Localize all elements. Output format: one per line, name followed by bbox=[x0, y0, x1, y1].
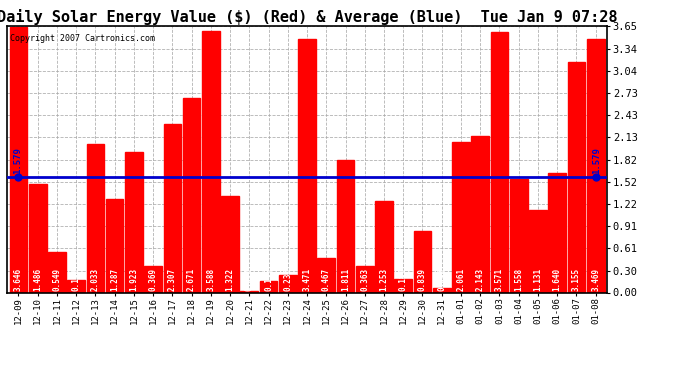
Bar bbox=[202, 31, 219, 292]
Text: 1.287: 1.287 bbox=[110, 268, 119, 291]
Text: 1.322: 1.322 bbox=[226, 268, 235, 291]
Bar bbox=[48, 252, 66, 292]
Bar bbox=[529, 210, 546, 292]
Bar bbox=[183, 98, 201, 292]
Text: 1.558: 1.558 bbox=[514, 268, 523, 291]
Text: 0.155: 0.155 bbox=[264, 268, 273, 291]
Text: 0.168: 0.168 bbox=[72, 268, 81, 291]
Bar bbox=[29, 184, 46, 292]
Text: 1.131: 1.131 bbox=[533, 268, 542, 291]
Bar bbox=[68, 280, 85, 292]
Bar bbox=[413, 231, 431, 292]
Text: 0.467: 0.467 bbox=[322, 268, 331, 291]
Title: Daily Solar Energy Value ($) (Red) & Average (Blue)  Tue Jan 9 07:28: Daily Solar Energy Value ($) (Red) & Ave… bbox=[0, 9, 618, 25]
Bar bbox=[317, 258, 335, 292]
Text: 3.469: 3.469 bbox=[591, 268, 600, 291]
Text: 1.923: 1.923 bbox=[130, 268, 139, 291]
Bar bbox=[86, 144, 104, 292]
Text: 3.471: 3.471 bbox=[302, 268, 312, 291]
Text: 2.143: 2.143 bbox=[475, 268, 484, 291]
Text: 2.061: 2.061 bbox=[457, 268, 466, 291]
Text: 3.588: 3.588 bbox=[206, 268, 215, 291]
Text: 0.363: 0.363 bbox=[360, 268, 369, 291]
Bar bbox=[10, 27, 28, 292]
Text: 2.671: 2.671 bbox=[187, 268, 196, 291]
Text: 1.640: 1.640 bbox=[553, 268, 562, 291]
Bar bbox=[259, 281, 277, 292]
Bar bbox=[433, 288, 451, 292]
Bar bbox=[586, 39, 604, 292]
Text: 0.026: 0.026 bbox=[245, 268, 254, 291]
Bar bbox=[106, 199, 124, 292]
Text: 1.579: 1.579 bbox=[592, 147, 601, 174]
Bar bbox=[164, 124, 181, 292]
Bar bbox=[337, 160, 355, 292]
Bar bbox=[568, 62, 585, 292]
Text: 0.839: 0.839 bbox=[418, 268, 427, 291]
Text: 0.236: 0.236 bbox=[284, 268, 293, 291]
Bar bbox=[510, 179, 528, 292]
Bar bbox=[471, 136, 489, 292]
Bar bbox=[221, 196, 239, 292]
Text: 1.811: 1.811 bbox=[341, 268, 350, 291]
Bar bbox=[375, 201, 393, 292]
Text: 0.068: 0.068 bbox=[437, 268, 446, 291]
Text: 1.253: 1.253 bbox=[380, 268, 388, 291]
Bar bbox=[356, 266, 373, 292]
Text: 2.307: 2.307 bbox=[168, 268, 177, 291]
Bar bbox=[144, 266, 162, 292]
Bar bbox=[279, 275, 297, 292]
Text: 2.033: 2.033 bbox=[91, 268, 100, 291]
Text: 0.369: 0.369 bbox=[148, 268, 157, 291]
Bar bbox=[125, 152, 143, 292]
Text: 3.646: 3.646 bbox=[14, 268, 23, 291]
Text: 1.579: 1.579 bbox=[13, 147, 22, 174]
Bar bbox=[491, 32, 509, 292]
Text: 0.185: 0.185 bbox=[399, 268, 408, 291]
Text: 3.155: 3.155 bbox=[572, 268, 581, 291]
Bar bbox=[241, 291, 258, 292]
Text: 1.486: 1.486 bbox=[33, 268, 42, 291]
Bar bbox=[549, 173, 566, 292]
Bar bbox=[452, 142, 470, 292]
Bar bbox=[298, 39, 316, 292]
Bar bbox=[395, 279, 412, 292]
Text: Copyright 2007 Cartronics.com: Copyright 2007 Cartronics.com bbox=[10, 34, 155, 43]
Text: 3.571: 3.571 bbox=[495, 268, 504, 291]
Text: 0.549: 0.549 bbox=[52, 268, 61, 291]
